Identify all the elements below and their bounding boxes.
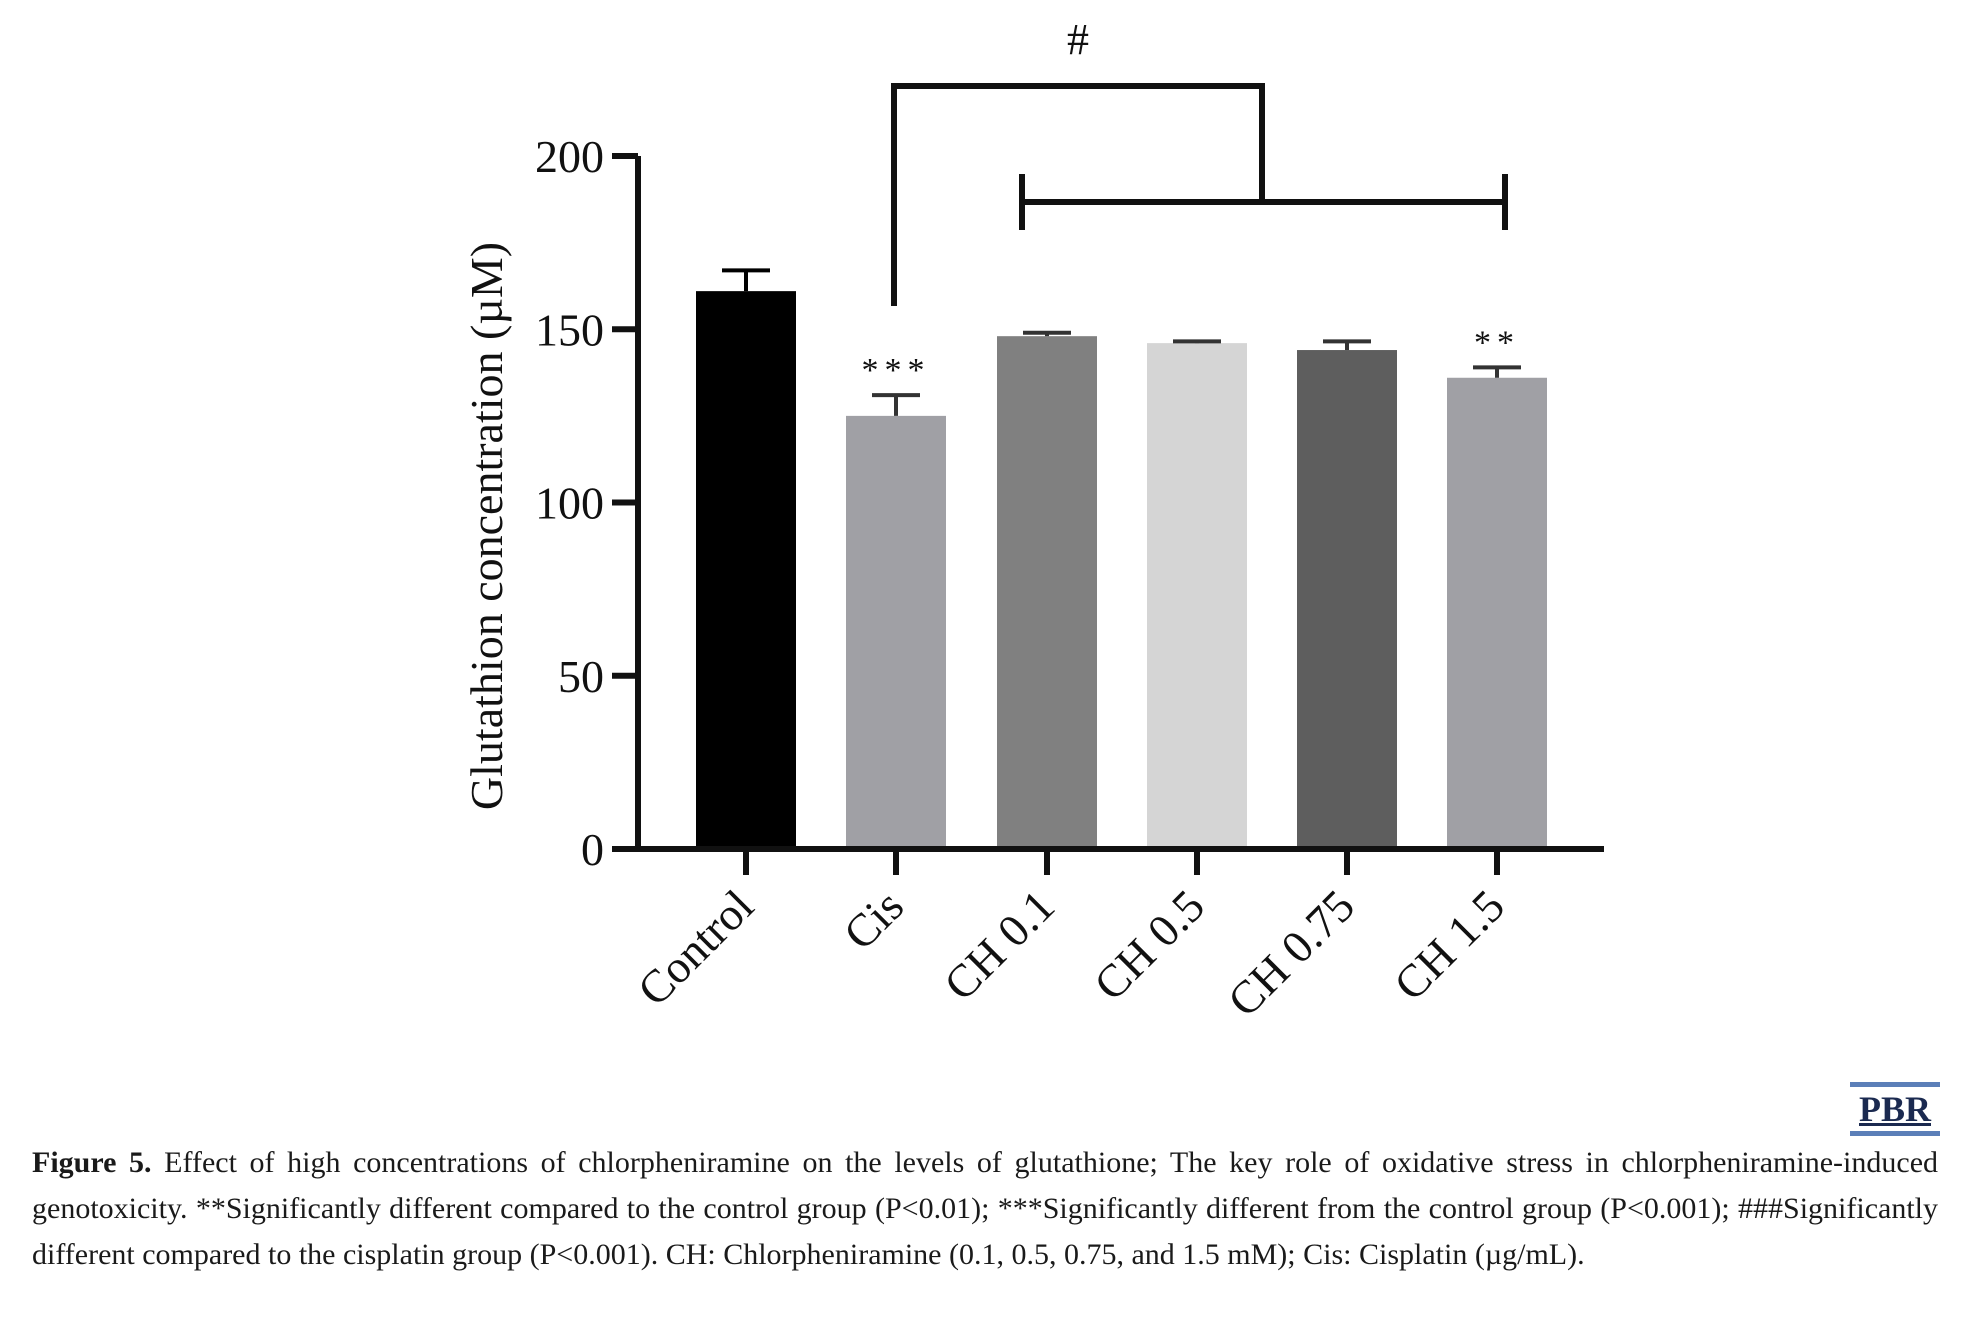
bar-cis <box>846 415 946 849</box>
logo-bottom-rule <box>1850 1131 1940 1136</box>
caption-figure-label: Figure 5. <box>32 1146 152 1179</box>
x-tick-label: CH 0.1 <box>934 880 1064 1010</box>
bar-control <box>696 291 796 849</box>
y-ticks-layer: 0 50 100 150 200 <box>535 131 638 875</box>
x-tick-label: Control <box>628 880 763 1015</box>
significance-layer: ***** <box>862 324 1520 389</box>
y-tick-label: 150 <box>535 304 604 355</box>
comparison-bracket: # <box>891 15 1508 306</box>
y-tick-label: 100 <box>535 478 604 529</box>
pbr-logo: PBR <box>1850 1082 1940 1136</box>
bar-ch-1-5 <box>1447 377 1547 849</box>
error-bars-layer <box>722 268 1521 416</box>
logo-text: PBR <box>1859 1089 1931 1129</box>
caption-text: Effect of high concentrations of chlorph… <box>32 1146 1939 1271</box>
bar-ch-0-5 <box>1147 343 1247 849</box>
bar-ch-0-1 <box>997 336 1097 849</box>
y-tick-label: 50 <box>558 651 604 702</box>
logo-top-rule <box>1850 1082 1940 1087</box>
x-tick-label: CH 0.75 <box>1218 880 1364 1026</box>
significance-mark: ** <box>1474 324 1520 361</box>
x-tick-label: CH 1.5 <box>1384 880 1514 1010</box>
significance-mark: *** <box>862 352 931 389</box>
y-tick-label: 0 <box>581 824 604 875</box>
bracket-upper <box>891 83 1265 306</box>
bar-chart: 0 50 100 150 200 Control Cis CH 0.1 CH 0.5 CH 0.… <box>461 15 1604 1026</box>
y-axis-label: Glutathion concentration (µM) <box>461 242 512 810</box>
bar-ch-0-75 <box>1297 350 1397 849</box>
figure-caption: Figure 5. Effect of high concentrations … <box>32 1140 1938 1278</box>
x-ticks-layer: Control Cis CH 0.1 CH 0.5 CH 0.75 CH 1.5 <box>628 849 1514 1026</box>
bars-layer <box>696 291 1547 849</box>
x-tick-label: Cis <box>834 880 913 959</box>
x-tick-label: CH 0.5 <box>1084 880 1214 1010</box>
bracket-label: # <box>1067 15 1089 64</box>
y-tick-label: 200 <box>535 131 604 182</box>
